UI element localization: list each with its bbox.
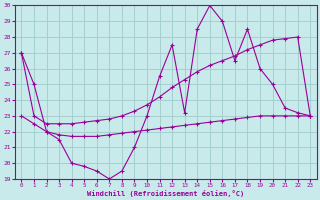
X-axis label: Windchill (Refroidissement éolien,°C): Windchill (Refroidissement éolien,°C) — [87, 190, 244, 197]
